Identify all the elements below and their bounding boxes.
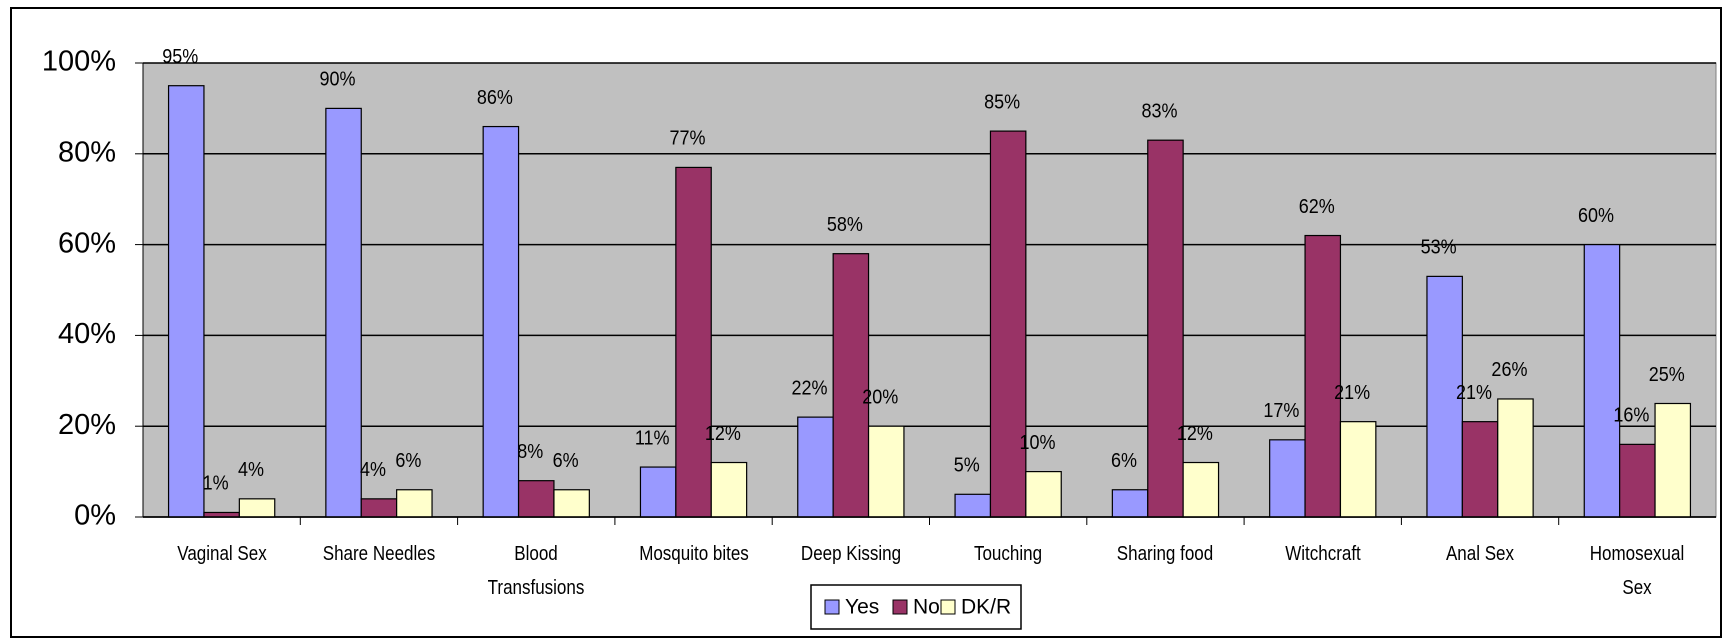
data-label: 10% <box>1020 432 1056 454</box>
data-label: 86% <box>477 87 513 109</box>
bar <box>1497 398 1534 518</box>
data-label: 21% <box>1334 382 1370 404</box>
data-label: 26% <box>1491 359 1527 381</box>
x-tick-label: Touching <box>974 543 1043 565</box>
bar <box>1461 421 1499 518</box>
bar <box>1025 471 1062 518</box>
x-tick-label: Anal Sex <box>1446 543 1515 565</box>
bar <box>238 498 276 518</box>
bar <box>396 489 433 518</box>
bar <box>1304 234 1342 518</box>
data-label: 1% <box>203 473 229 495</box>
y-tick-label: 0% <box>74 500 116 532</box>
bar <box>553 489 590 518</box>
x-tick-label: Share Needles <box>322 543 436 565</box>
data-label: 5% <box>954 455 980 477</box>
bar <box>1269 439 1306 518</box>
data-label: 11% <box>635 428 670 450</box>
bar <box>1147 139 1184 518</box>
data-label: 60% <box>1578 205 1614 227</box>
x-tick-label: Mosquito bites <box>638 543 749 565</box>
data-label: 6% <box>1111 450 1137 472</box>
bar <box>832 253 870 518</box>
bar <box>989 130 1027 518</box>
legend <box>810 584 1022 630</box>
legend-label: DK/R <box>961 596 1011 619</box>
data-label: 53% <box>1421 237 1457 259</box>
legend-label: No <box>913 596 940 619</box>
data-label: 6% <box>553 450 579 472</box>
legend-label: Yes <box>845 596 879 619</box>
bar <box>1339 421 1377 518</box>
data-label: 20% <box>862 387 898 409</box>
data-label: 95% <box>162 46 198 68</box>
legend-swatch <box>824 599 840 615</box>
y-tick-label: 100% <box>42 46 116 78</box>
legend-swatch <box>940 599 956 615</box>
bar <box>1654 402 1692 518</box>
data-label: 85% <box>984 92 1020 114</box>
data-label: 21% <box>1456 382 1492 404</box>
x-tick-label: Sharing food <box>1117 543 1214 565</box>
bar <box>675 166 712 518</box>
y-tick-label: 80% <box>58 136 116 168</box>
x-tick-label: Witchcraft <box>1284 543 1361 565</box>
bar <box>360 498 398 518</box>
data-label: 77% <box>670 128 706 150</box>
x-tick-label: Deep Kissing <box>800 543 901 565</box>
data-label: 58% <box>827 214 863 236</box>
bar <box>1111 489 1149 518</box>
data-label: 62% <box>1299 196 1335 218</box>
x-tick-label: Vaginal Sex <box>176 543 267 565</box>
bar <box>639 466 677 518</box>
data-label: 6% <box>395 450 421 472</box>
data-label: 4% <box>238 459 264 481</box>
y-tick-label: 60% <box>58 227 116 259</box>
data-label: 90% <box>320 69 356 91</box>
y-tick-label: 40% <box>58 318 116 350</box>
legend-swatch <box>892 599 908 615</box>
data-label: 17% <box>1263 400 1299 422</box>
bar <box>710 461 748 518</box>
bar <box>167 85 205 518</box>
bar <box>482 125 520 518</box>
data-label: 8% <box>517 441 543 463</box>
x-tick-label: Blood Transfusions <box>487 543 585 599</box>
bar <box>1619 443 1656 518</box>
data-label: 83% <box>1141 101 1177 123</box>
bar <box>1426 275 1463 518</box>
bar <box>797 416 834 518</box>
bar <box>1583 244 1621 518</box>
data-label: 4% <box>360 459 386 481</box>
data-label: 25% <box>1649 364 1685 386</box>
bar <box>1182 461 1220 518</box>
data-label: 16% <box>1613 405 1649 427</box>
data-label: 22% <box>791 378 827 400</box>
data-label: 12% <box>705 423 741 445</box>
x-tick-label: Homosexual Sex <box>1590 543 1685 599</box>
y-tick-label: 20% <box>58 409 116 441</box>
bar <box>954 493 992 518</box>
bar <box>517 480 555 518</box>
data-label: 12% <box>1177 423 1213 445</box>
bar <box>867 425 905 518</box>
bar <box>325 107 362 518</box>
